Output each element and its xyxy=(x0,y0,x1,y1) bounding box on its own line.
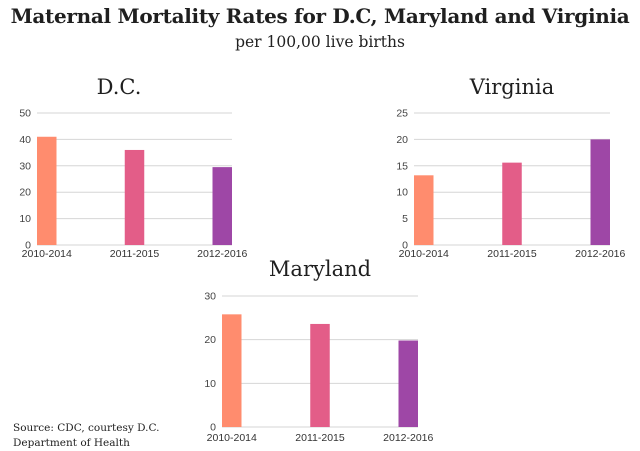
y-tick-label: 10 xyxy=(396,187,408,199)
chart-title-virginia: Virginia xyxy=(469,75,554,99)
bar-maryland-2011-2015 xyxy=(310,323,330,427)
bar-dc-2012-2016 xyxy=(212,167,232,245)
chart-maryland: Maryland 0 10 20 30 2010-2014 2011-2015 2012-20… xyxy=(204,257,433,444)
y-tick-label: 30 xyxy=(19,160,31,172)
x-category-label: 2010-2014 xyxy=(22,248,72,260)
chart-title-dc: D.C. xyxy=(97,75,142,99)
x-category-label: 2011-2015 xyxy=(110,248,160,260)
y-tick-label: 20 xyxy=(204,334,216,346)
x-category-label: 2012-2016 xyxy=(383,432,433,444)
chart-title-maryland: Maryland xyxy=(269,257,371,281)
y-tick-label: 0 xyxy=(210,422,216,434)
y-tick-label: 20 xyxy=(396,134,408,146)
y-tick-label: 20 xyxy=(19,187,31,199)
main-title: Maternal Mortality Rates for D.C, Maryla… xyxy=(10,4,630,28)
x-category-label: 2010-2014 xyxy=(207,432,257,444)
chart-virginia: Virginia 0 5 10 15 20 25 2010-2014 2011-2015 2012… xyxy=(396,75,625,260)
y-tick-label: 5 xyxy=(402,213,408,225)
y-tick-label: 10 xyxy=(19,213,31,225)
x-category-label: 2012-2016 xyxy=(197,248,247,260)
y-tick-label: 30 xyxy=(204,291,216,303)
y-tick-label: 0 xyxy=(25,240,31,252)
y-tick-label: 10 xyxy=(204,378,216,390)
bar-dc-2010-2014 xyxy=(37,136,57,245)
bar-maryland-2010-2014 xyxy=(222,314,242,427)
source-line-1: Source: CDC, courtesy D.C. xyxy=(13,422,160,434)
x-category-label: 2010-2014 xyxy=(399,248,449,260)
source-line-2: Department of Health xyxy=(13,437,130,449)
source-note: Source: CDC, courtesy D.C. Department of… xyxy=(13,421,160,451)
bar-virginia-2012-2016 xyxy=(590,139,610,245)
x-category-label: 2012-2016 xyxy=(575,248,625,260)
bar-maryland-2012-2016 xyxy=(398,340,418,427)
x-category-label: 2011-2015 xyxy=(487,248,537,260)
bar-dc-2011-2015 xyxy=(124,149,145,245)
main-subtitle: per 100,00 live births xyxy=(235,33,405,51)
bar-virginia-2010-2014 xyxy=(414,175,434,245)
x-category-label: 2011-2015 xyxy=(295,432,345,444)
y-tick-label: 25 xyxy=(396,108,408,120)
chart-dc: D.C. 0 10 20 30 40 50 2010-2014 2011-2015 2012-20… xyxy=(19,75,247,260)
y-tick-label: 0 xyxy=(402,240,408,252)
y-tick-label: 40 xyxy=(19,134,31,146)
y-tick-label: 50 xyxy=(19,108,31,120)
y-tick-label: 15 xyxy=(396,160,408,172)
bar-virginia-2011-2015 xyxy=(502,162,522,245)
